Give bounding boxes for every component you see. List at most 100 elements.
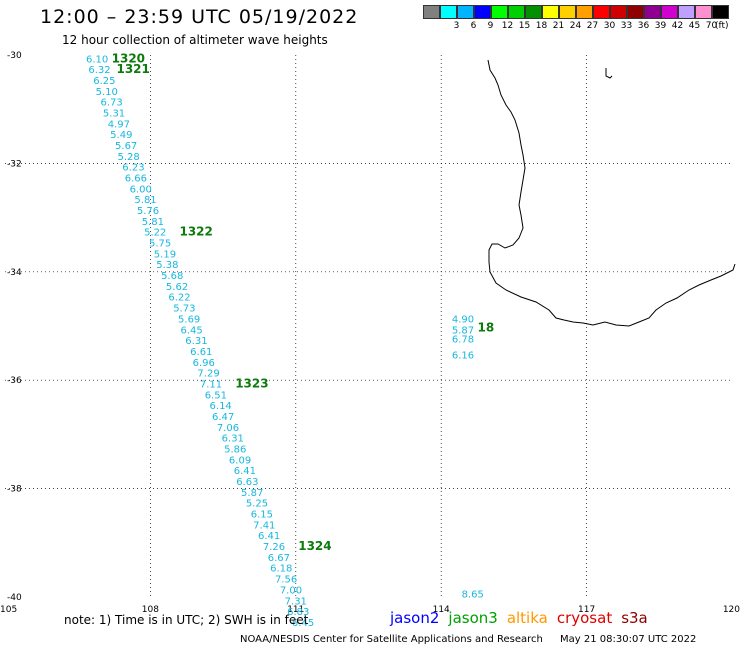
- wave-height-value: 6.16: [452, 351, 474, 362]
- wave-height-value: 6.00: [130, 184, 152, 195]
- legend-swatch: [576, 5, 593, 19]
- legend-swatch: [423, 5, 440, 19]
- wave-height-value: 5.22: [144, 228, 166, 239]
- wave-height-value: 5.81: [134, 195, 156, 206]
- satellite-name: cryosat: [556, 609, 613, 627]
- wave-height-value: 8.65: [462, 590, 484, 601]
- wave-height-value: 5.81: [142, 217, 164, 228]
- wave-height-value: 6.23: [122, 163, 144, 174]
- lat-tick-label: -38: [7, 485, 22, 495]
- wave-height-value: 7.26: [263, 542, 285, 553]
- legend-unit: (ft): [715, 21, 729, 31]
- credit-org: NOAA/NESDIS Center for Satellite Applica…: [240, 634, 543, 645]
- wave-height-track: 6.106.326.255.106.735.314.975.495.675.28…: [86, 54, 314, 629]
- wave-height-value: 6.18: [270, 564, 292, 575]
- lon-tick-label: 105: [0, 605, 17, 615]
- pass-number: 1324: [298, 539, 331, 553]
- wave-height-value: 5.73: [173, 304, 195, 315]
- footnote: note: 1) Time is in UTC; 2) SWH is in fe…: [64, 613, 309, 627]
- wave-height-value: 5.67: [115, 141, 137, 152]
- legend-swatch: [542, 5, 559, 19]
- wave-height-value: 6.09: [229, 455, 251, 466]
- legend-tick-label: 27: [586, 21, 599, 31]
- satellite-legend: jason2 jason3 altika cryosat s3a: [390, 609, 657, 627]
- legend-swatch: [712, 5, 729, 19]
- wave-height-value: 5.62: [166, 282, 188, 293]
- satellite-name: jason2: [390, 609, 440, 627]
- legend-tick-label: 24: [569, 21, 582, 31]
- lon-tick-label: 114: [433, 605, 450, 615]
- legend-tick-label: 18: [535, 21, 548, 31]
- lon-tick-label: 108: [142, 605, 159, 615]
- wave-height-value: 5.86: [224, 444, 246, 455]
- wave-height-value: 6.41: [234, 466, 256, 477]
- legend-swatch: [644, 5, 661, 19]
- legend-tick-label: 21: [552, 21, 565, 31]
- pass-number: 1320: [112, 51, 145, 65]
- pass-number: 1322: [179, 225, 212, 239]
- coastline: [487, 59, 736, 327]
- chart-title: 12:00 – 23:59 UTC 05/19/2022: [40, 6, 359, 28]
- east-track-fragment: 4.905.876.78 6.16 8.65 18: [452, 314, 494, 600]
- wave-height-value: 5.38: [156, 260, 178, 271]
- legend-swatch: [440, 5, 457, 19]
- wave-height-value: 7.56: [275, 575, 297, 586]
- legend-tick-label: 3: [453, 21, 460, 31]
- wave-height-value: 4.90: [452, 314, 474, 325]
- wave-height-value: 5.49: [110, 130, 132, 141]
- wave-height-value: 6.10: [86, 54, 108, 65]
- wave-height-value: 5.87: [241, 488, 263, 499]
- wave-height-value: 5.75: [149, 239, 171, 250]
- lat-tick-label: -32: [7, 159, 22, 169]
- wave-height-value: 6.15: [251, 510, 273, 521]
- wave-height-value: 5.31: [103, 108, 125, 119]
- wave-height-value: 6.61: [190, 347, 212, 358]
- legend-tick-label: 42: [671, 21, 684, 31]
- wave-height-value: 5.19: [154, 249, 176, 260]
- legend-swatch: [661, 5, 678, 19]
- legend-swatch: [678, 5, 695, 19]
- coastline-islet: [605, 68, 613, 79]
- legend-tick-label: 39: [654, 21, 667, 31]
- lon-tick-label: 111: [287, 605, 304, 615]
- axis-tick-labels: 105 108 111 114 117 120 -30 -32 -34 -36 -38 -40: [0, 51, 740, 615]
- satellite-name: altika: [506, 609, 548, 627]
- legend-swatch: [491, 5, 508, 19]
- wave-height-value: 7.41: [253, 520, 275, 531]
- legend-swatch: [610, 5, 627, 19]
- legend-swatch: [559, 5, 576, 19]
- wave-height-value: 6.45: [292, 618, 314, 629]
- wave-height-value: 5.68: [161, 271, 183, 282]
- legend-swatch: [508, 5, 525, 19]
- wave-height-value: 5.76: [137, 206, 159, 217]
- lon-tick-label: 120: [723, 605, 740, 615]
- wave-height-value: 6.66: [125, 173, 147, 184]
- wave-height-value: 5.69: [178, 314, 200, 325]
- wave-height-value: 7.11: [200, 379, 222, 390]
- wave-height-value: 6.22: [168, 293, 190, 304]
- legend-tick-label: 45: [688, 21, 701, 31]
- credit-line: NOAA/NESDIS Center for Satellite Applica…: [240, 634, 696, 645]
- wave-height-value: 6.41: [258, 531, 280, 542]
- wave-height-value: 6.47: [212, 412, 234, 423]
- lat-tick-label: -36: [7, 376, 22, 386]
- legend-swatch: [695, 5, 712, 19]
- wave-height-value: 5.25: [246, 499, 268, 510]
- legend-tick-label: 6: [470, 21, 477, 31]
- legend-tick-label: 33: [620, 21, 633, 31]
- wave-height-value: 5.28: [117, 152, 139, 163]
- lat-tick-label: -30: [7, 51, 22, 61]
- legend-tick-label: 70: [705, 21, 718, 31]
- pass-number: 18: [478, 321, 495, 335]
- wave-height-value: 6.51: [205, 390, 227, 401]
- lat-tick-label: -34: [7, 268, 22, 278]
- legend-swatch: [593, 5, 610, 19]
- wave-height-value: 7.06: [217, 423, 239, 434]
- legend-tick-label: 9: [487, 21, 494, 31]
- wave-height-value: 6.96: [193, 358, 215, 369]
- wave-height-value: 6.83: [287, 607, 309, 618]
- chart-subtitle: 12 hour collection of altimeter wave hei…: [62, 33, 328, 47]
- wave-height-value: 6.25: [93, 76, 115, 87]
- credit-timestamp: May 21 08:30:07 UTC 2022: [560, 634, 697, 645]
